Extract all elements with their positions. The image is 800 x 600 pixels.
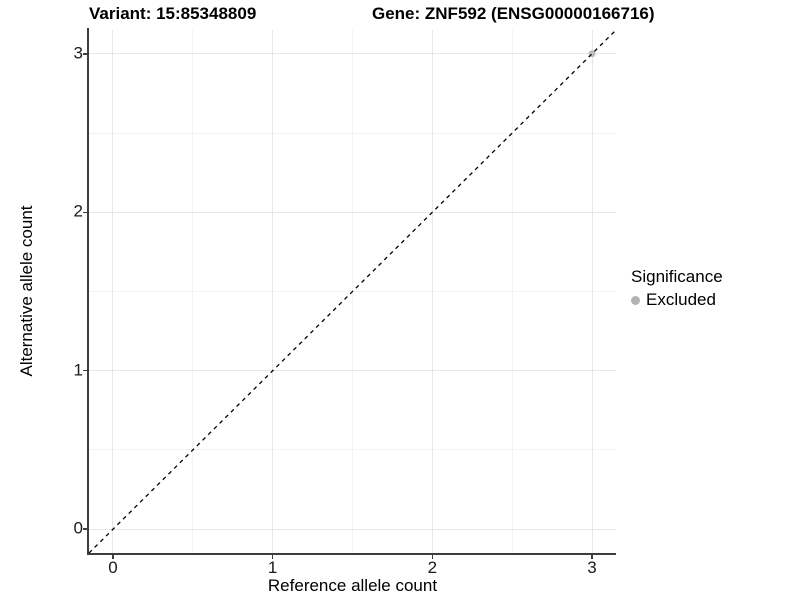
gridline-major-horizontal (89, 370, 616, 372)
identity-line (89, 30, 616, 553)
legend: Significance Excluded (631, 266, 723, 310)
legend-title: Significance (631, 267, 723, 286)
y-tick-mark (83, 53, 88, 55)
x-axis-title: Reference allele count (267, 576, 438, 595)
gridline-major-vertical (431, 30, 433, 553)
x-tick-mark (112, 554, 114, 559)
x-axis-line (87, 553, 616, 555)
legend-item-excluded: Excluded (631, 290, 723, 310)
plot-title-gene: Gene: ZNF592 (ENSG00000166716) (372, 4, 655, 23)
x-tick-label: 2 (427, 558, 438, 577)
y-tick-mark (83, 211, 88, 213)
y-tick-label: 1 (73, 360, 83, 380)
legend-item-label: Excluded (646, 290, 716, 309)
gridline-major-vertical (272, 30, 274, 553)
plot-title-variant: Variant: 15:85348809 (89, 4, 257, 23)
x-tick-mark (271, 554, 274, 559)
x-tick-mark (591, 554, 593, 559)
y-tick-label: 0 (73, 518, 83, 538)
x-tick-label: 1 (267, 558, 278, 577)
x-tick-label: 3 (587, 558, 597, 577)
plot-canvas (89, 30, 616, 553)
y-tick-mark (83, 369, 88, 372)
plot-panel (89, 30, 616, 553)
gridline-major-horizontal (89, 528, 616, 530)
y-tick-label: 3 (73, 43, 83, 63)
gridline-major-vertical (591, 30, 593, 553)
gridline-major-horizontal (89, 53, 616, 55)
y-axis-title: Alternative allele count (17, 205, 36, 377)
y-axis-line (87, 28, 89, 555)
y-tick-label: 2 (73, 201, 83, 221)
legend-point-icon (631, 295, 640, 305)
gridline-minor-horizontal (89, 449, 616, 451)
y-tick-mark (83, 528, 88, 530)
gridline-major-vertical (112, 30, 114, 553)
gridline-minor-horizontal (89, 132, 616, 134)
gridline-major-horizontal (89, 211, 616, 213)
x-tick-label: 0 (108, 558, 118, 577)
x-tick-mark (431, 554, 434, 559)
